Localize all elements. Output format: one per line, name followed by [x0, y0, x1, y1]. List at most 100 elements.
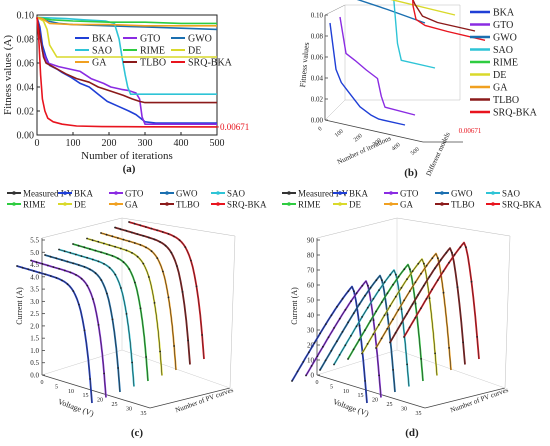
- legend-marker: [440, 202, 444, 206]
- measured-point: [201, 334, 204, 336]
- measured-point: [442, 270, 445, 273]
- measured-point: [352, 312, 355, 315]
- measured-point: [400, 322, 403, 325]
- measured-point: [431, 288, 433, 291]
- measured-point: [162, 270, 164, 273]
- measured-point: [353, 290, 355, 293]
- legend-label-de: DE: [188, 46, 201, 57]
- legend-label-rime: RIME: [140, 46, 165, 57]
- measured-point: [139, 307, 142, 310]
- measured-point: [97, 240, 100, 243]
- measured-point: [100, 232, 102, 234]
- z-tick-label: 5.0: [30, 249, 39, 257]
- measured-point: [105, 233, 108, 236]
- x-tick-label: 10: [68, 389, 74, 395]
- series-line-sao: [36, 16, 217, 95]
- x-tick-label: 100: [334, 129, 345, 139]
- y-tick-label: 0.02: [17, 107, 35, 118]
- measured-point: [133, 222, 136, 225]
- measured-point: [38, 271, 41, 274]
- measured-point: [436, 279, 439, 282]
- legend-label-tlbo: TLBO: [493, 95, 519, 106]
- measured-point: [417, 294, 419, 296]
- measured-point: [411, 270, 414, 273]
- measured-point: [439, 259, 442, 262]
- measured-point: [406, 312, 408, 315]
- x-axis-label: Voltage (V): [57, 397, 96, 418]
- measured-point: [69, 271, 72, 274]
- measured-point: [119, 228, 122, 231]
- measured-point: [341, 297, 344, 300]
- measured-point: [386, 327, 389, 330]
- z-tick-label: 90: [307, 237, 315, 245]
- measured-point: [150, 250, 153, 253]
- plot-frame: [36, 14, 218, 136]
- legend-label-ga: GA: [92, 58, 107, 69]
- measured-point: [389, 273, 392, 276]
- measured-point: [350, 300, 352, 303]
- measured-point: [97, 324, 100, 326]
- measured-point: [364, 294, 366, 297]
- measured-point: [380, 301, 383, 304]
- z-tick-label: 4.5: [30, 261, 39, 269]
- z-tick-label: 0.5: [30, 359, 39, 367]
- measured-point: [386, 313, 389, 316]
- series-line-de: [36, 16, 217, 58]
- z-tick-label: 0.00: [311, 117, 324, 125]
- legend-marker: [287, 202, 291, 206]
- measured-point: [131, 231, 133, 234]
- y-tick-label: 0.10: [17, 11, 35, 22]
- z-tick-label: 0.02: [311, 96, 324, 104]
- legend-label-tlbo: TLBO: [140, 58, 166, 69]
- series-line-gto: [36, 17, 217, 125]
- legend-marker: [165, 191, 169, 195]
- measured-point: [134, 281, 136, 284]
- measured-point: [147, 236, 150, 239]
- measured-point: [364, 380, 366, 382]
- z-tick-label: 20: [307, 342, 315, 350]
- measured-curve: [30, 260, 107, 398]
- measured-point: [434, 352, 436, 355]
- measured-point: [394, 295, 397, 298]
- legend-label-ga: GA: [400, 200, 413, 210]
- measured-point: [94, 249, 97, 252]
- legend-label-sao: SAO: [493, 45, 513, 56]
- measured-point: [425, 264, 428, 267]
- measured-curve: [58, 249, 135, 387]
- measured-point: [372, 319, 375, 322]
- measured-point: [459, 246, 462, 249]
- legend-label-rime: RIME: [298, 200, 321, 210]
- x-tick-label: 400: [391, 142, 402, 152]
- legend-marker: [114, 191, 118, 195]
- series-line-de: [390, 0, 456, 16]
- measured-point: [97, 260, 100, 263]
- annotation-label: 0.00671: [220, 122, 249, 132]
- legend-label-sao: SAO: [227, 189, 246, 199]
- measured-point: [344, 344, 347, 347]
- measured-curve: [319, 275, 396, 393]
- x-tick-label: 15: [83, 393, 89, 399]
- panel-a: 0 100 200 300 400 500 0.00 0.02 0.04 0.06 0.08 0.10…: [2, 11, 249, 176]
- legend-marker: [491, 191, 495, 195]
- measured-point: [327, 336, 330, 339]
- measured-point: [35, 261, 38, 264]
- x-tick-label: 30: [401, 406, 407, 412]
- axis-y: [149, 387, 231, 409]
- measured-point: [89, 378, 91, 380]
- measured-point: [403, 299, 405, 302]
- legend-label-gwo: GWO: [493, 33, 517, 44]
- measured-point: [184, 246, 187, 249]
- measured-curve: [114, 227, 191, 365]
- measured-point: [381, 279, 383, 282]
- measured-curve: [305, 280, 382, 398]
- measured-point: [41, 262, 44, 265]
- box-floor-back: [41, 349, 123, 376]
- measured-point: [128, 268, 131, 270]
- measured-point: [27, 268, 30, 271]
- measured-point: [392, 283, 394, 286]
- z-tick-label: 0.04: [311, 75, 324, 83]
- measured-point: [465, 246, 467, 249]
- measured-point: [445, 251, 448, 254]
- measured-point: [409, 268, 411, 271]
